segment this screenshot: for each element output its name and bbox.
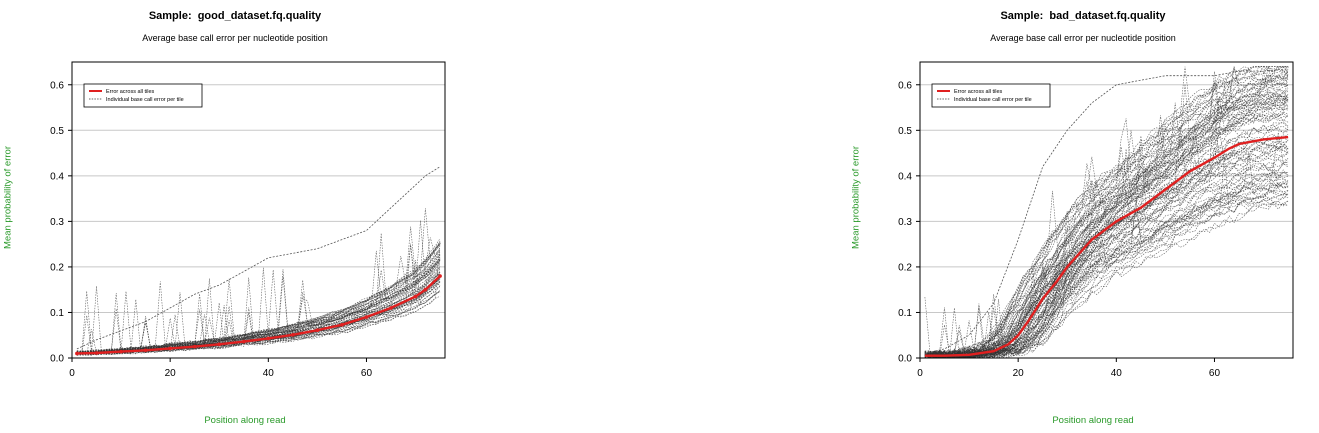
tile-error-line — [925, 77, 1288, 358]
mean-error-point — [144, 348, 148, 352]
y-tick-label: 0.6 — [50, 80, 64, 91]
y-tick-label: 0.2 — [898, 262, 912, 273]
x-tick-label: 60 — [1209, 368, 1221, 379]
tile-error-line — [77, 279, 440, 355]
y-tick-label: 0.5 — [898, 126, 912, 137]
y-tick-label: 0.1 — [898, 308, 912, 319]
mean-error-point — [438, 274, 442, 278]
legend-box — [84, 84, 202, 107]
tile-error-line — [925, 138, 1288, 358]
y-tick-label: 0.4 — [50, 171, 64, 182]
tile-error-line — [925, 93, 1288, 358]
y-tick-label: 0.3 — [50, 217, 64, 228]
y-tick-label: 0.3 — [898, 217, 912, 228]
y-tick-label: 0.4 — [898, 171, 912, 182]
tile-error-line — [925, 81, 1288, 357]
legend-label: Error across all tiles — [954, 89, 1003, 95]
mean-error-point — [389, 306, 393, 310]
mean-error-point — [267, 337, 271, 341]
legend-label: Individual base call error per tile — [106, 97, 184, 103]
x-tick-label: 0 — [917, 368, 923, 379]
tile-error-line — [77, 273, 440, 355]
tile-error-line — [925, 93, 1288, 358]
mean-error-line — [925, 137, 1288, 356]
mean-error-point — [168, 347, 172, 351]
mean-error-point — [75, 352, 79, 356]
tile-error-line — [925, 194, 1288, 358]
mean-error-point — [95, 351, 99, 355]
tile-error-line — [77, 279, 440, 354]
tile-error-line — [77, 274, 440, 354]
mean-error-point — [193, 345, 197, 349]
tile-error-line — [925, 146, 1288, 357]
tile-error-line — [925, 77, 1288, 358]
tile-error-line — [925, 182, 1288, 358]
y-tick-label: 0.0 — [898, 354, 912, 365]
tile-error-line — [925, 143, 1288, 358]
tile-error-line — [925, 95, 1288, 358]
x-axis-label: Position along read — [1008, 415, 1178, 426]
tile-error-line — [925, 184, 1288, 359]
mean-error-point — [414, 295, 418, 299]
y-axis-label: Mean probability of error — [851, 133, 862, 263]
tile-error-line — [925, 103, 1288, 358]
plot-area: 0.0 0.1 0.2 0.3 0.4 0.5 0.6 0 20 40 60 Error across… — [0, 0, 470, 433]
legend-label: Individual base call error per tile — [954, 97, 1032, 103]
tile-error-line — [925, 200, 1288, 358]
x-tick-label: 40 — [263, 368, 275, 379]
tile-error-line — [925, 142, 1288, 358]
x-tick-label: 20 — [1013, 368, 1025, 379]
x-tick-label: 40 — [1111, 368, 1123, 379]
x-tick-label: 60 — [361, 368, 373, 379]
mean-error-point — [316, 328, 320, 332]
tile-error-line — [925, 154, 1288, 358]
mean-error-point — [291, 333, 295, 337]
tile-error-line — [925, 114, 1288, 358]
tile-error-line — [925, 112, 1288, 358]
y-tick-label: 0.1 — [50, 308, 64, 319]
legend-box — [932, 84, 1050, 107]
y-tick-label: 0.2 — [50, 262, 64, 273]
mean-error-point — [424, 288, 428, 292]
tile-error-line — [925, 131, 1288, 358]
legend-label: Error across all tiles — [106, 89, 155, 95]
x-axis-label: Position along read — [160, 415, 330, 426]
tile-error-line — [925, 114, 1288, 358]
tile-error-line — [925, 76, 1288, 358]
tile-error-line — [925, 127, 1288, 356]
y-tick-label: 0.6 — [898, 80, 912, 91]
mean-error-point — [119, 350, 123, 354]
tile-error-line — [925, 103, 1288, 358]
x-tick-label: 20 — [165, 368, 177, 379]
mean-error-point — [242, 340, 246, 344]
mean-error-point — [365, 315, 369, 319]
x-tick-label: 0 — [69, 368, 75, 379]
tile-error-line — [77, 292, 440, 355]
tile-error-line — [925, 95, 1288, 358]
tile-error-line — [925, 143, 1288, 358]
y-tick-label: 0.0 — [50, 354, 64, 365]
plot-area: 0.0 0.1 0.2 0.3 0.4 0.5 0.6 0 20 40 60 Error across… — [848, 0, 1318, 433]
chart-panel-good: Sample: good_dataset.fq.quality Average … — [0, 0, 470, 433]
tile-error-line — [925, 134, 1288, 358]
y-axis-label: Mean probability of error — [3, 133, 14, 263]
tile-error-line — [925, 82, 1288, 357]
mean-error-point — [340, 323, 344, 327]
chart-panel-bad: Sample: bad_dataset.fq.quality Average b… — [848, 0, 1318, 433]
mean-error-point — [217, 343, 221, 347]
tile-error-line — [925, 170, 1288, 358]
y-tick-label: 0.5 — [50, 126, 64, 137]
tile-error-line — [925, 91, 1288, 357]
